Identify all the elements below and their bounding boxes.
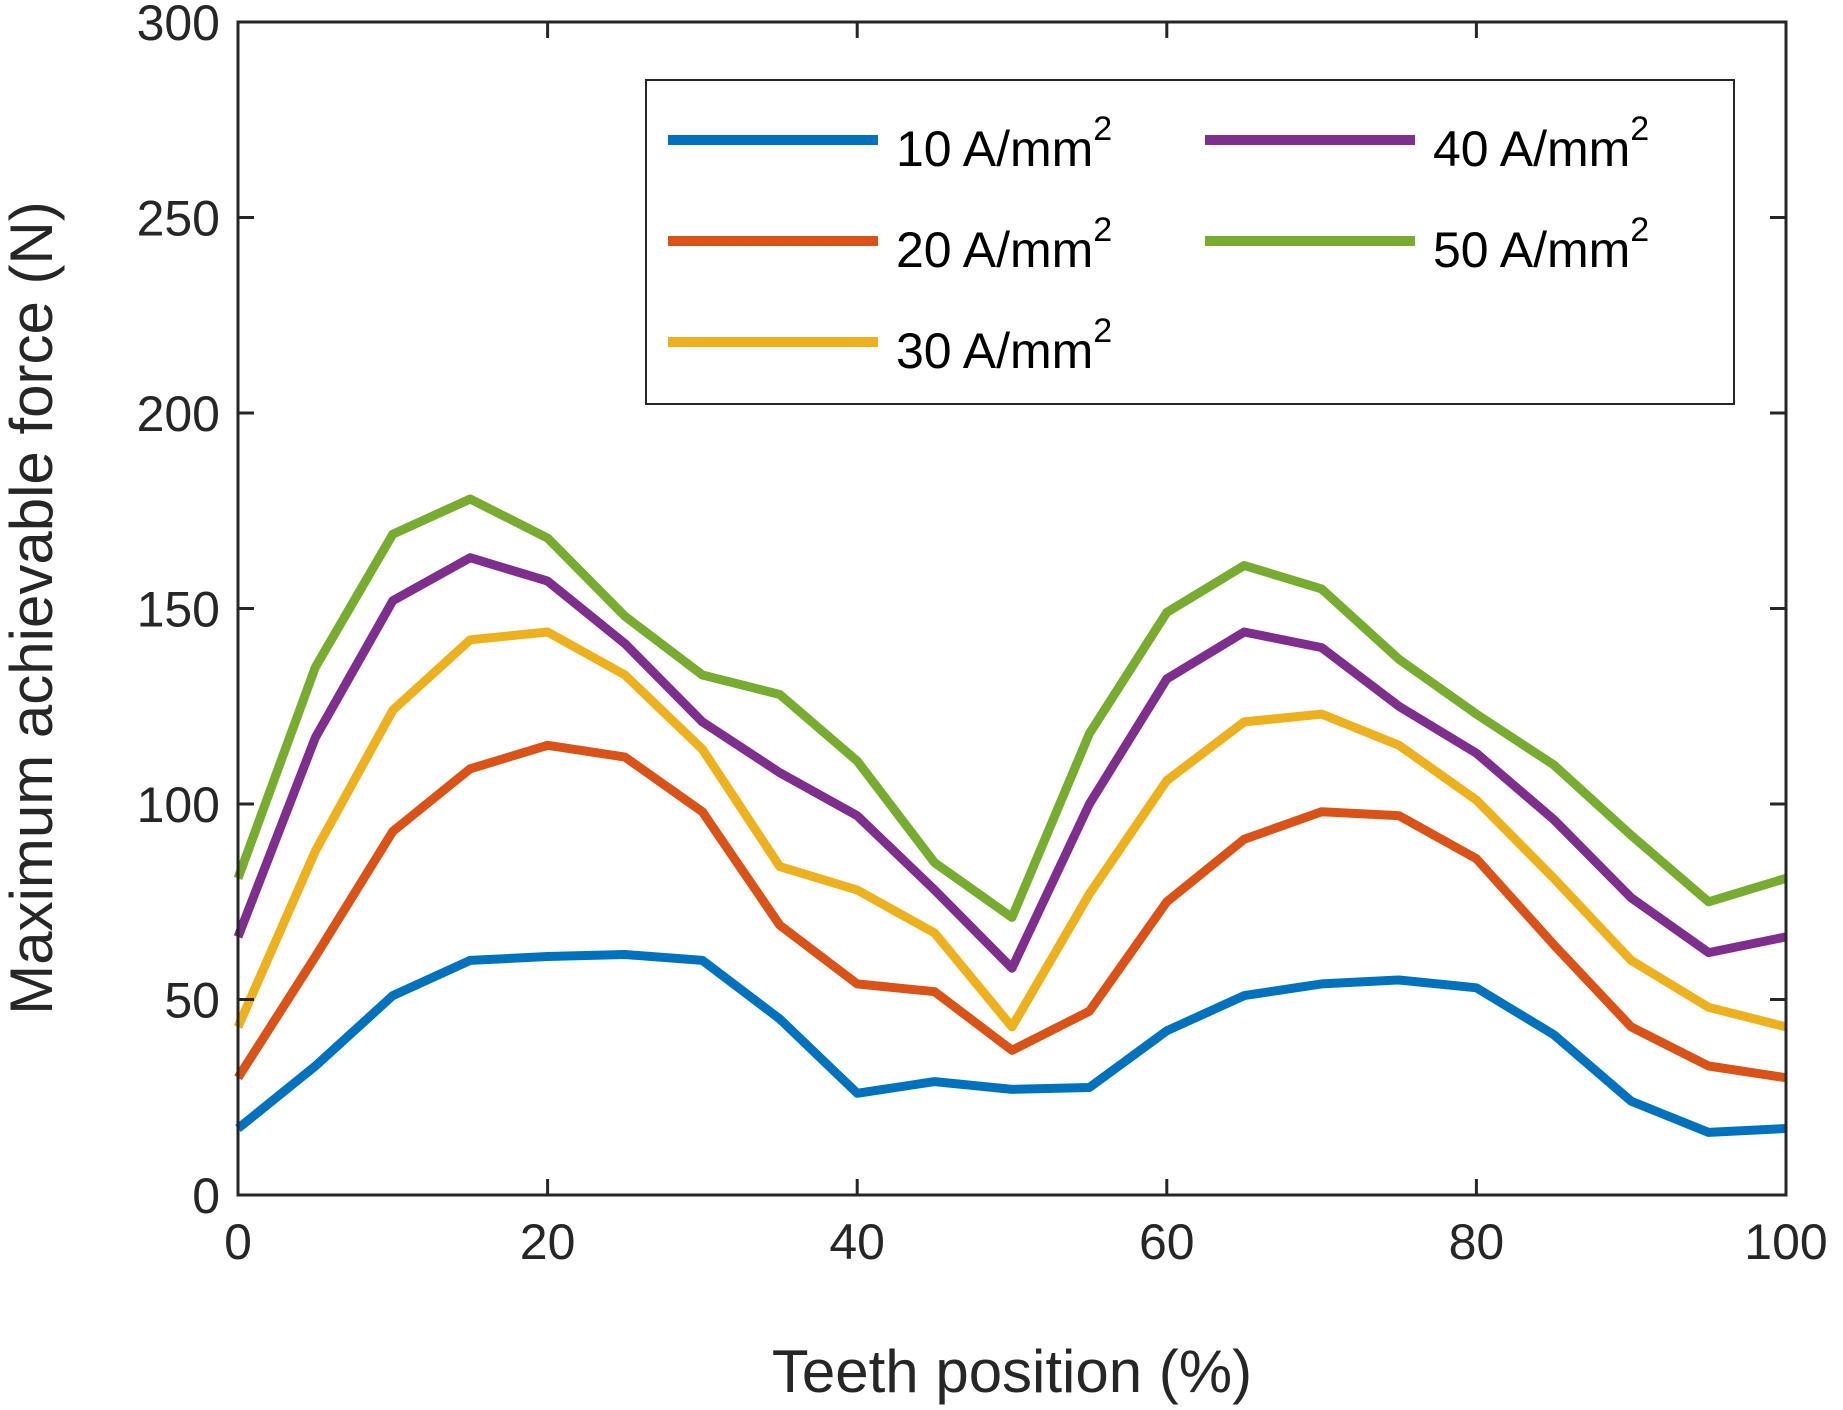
series-line-2 [234,740,1787,1083]
x-tick-label: 20 [520,1214,576,1270]
y-axis-title: Maximum achievable force (N) [0,201,65,1015]
y-tick-label: 300 [137,0,220,51]
series-line-4 [233,553,1787,973]
y-tick-label: 250 [137,191,220,247]
series-line-1 [235,950,1787,1137]
y-tick-label: 100 [137,777,220,833]
series-layer [233,494,1788,1137]
legend-label-1: 10 A/mm2 [896,110,1112,177]
legend-label-3: 30 A/mm2 [896,312,1112,379]
y-tick-label: 50 [164,973,220,1029]
x-axis-title: Teeth position (%) [772,1338,1252,1405]
x-tick-label: 100 [1744,1214,1827,1270]
x-tick-label: 60 [1139,1214,1195,1270]
x-tick-label: 80 [1449,1214,1505,1270]
x-tick-label: 0 [224,1214,252,1270]
y-tick-label: 150 [137,582,220,638]
series-line-5 [233,494,1788,922]
series-line-3 [233,627,1788,1032]
legend: 10 A/mm2 20 A/mm2 30 A/mm2 40 A/mm2 50 A/mm2 [645,79,1735,405]
legend-label-4: 40 A/mm2 [1433,110,1649,177]
y-tick-label: 200 [137,386,220,442]
legend-label-5: 50 A/mm2 [1433,211,1649,278]
y-tick-label: 0 [192,1168,220,1224]
ticks-layer: 0 20 40 60 80 100 0 50 100 150 200 250 300 [137,0,1828,1270]
legend-label-2: 20 A/mm2 [896,211,1112,278]
x-tick-label: 40 [829,1214,885,1270]
